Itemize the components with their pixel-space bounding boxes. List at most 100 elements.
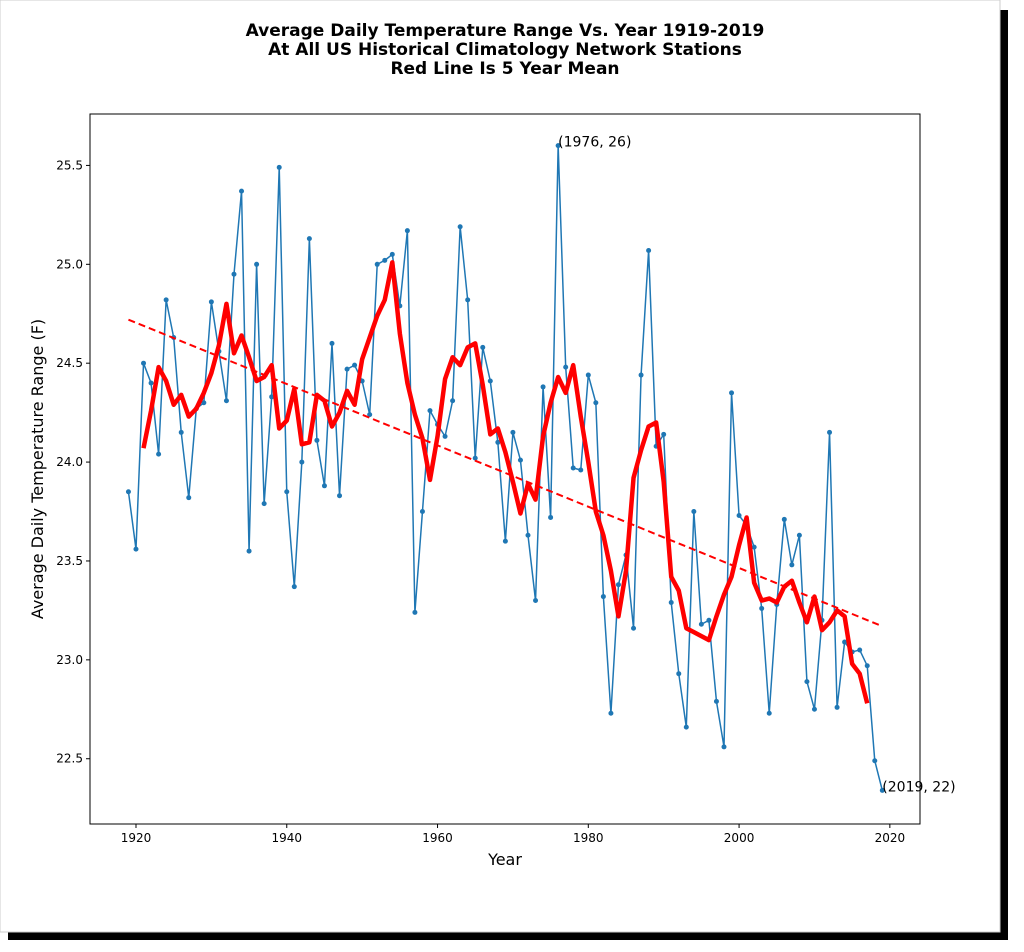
data-point	[525, 532, 531, 538]
data-point	[578, 467, 584, 473]
data-point	[842, 639, 848, 645]
data-point	[367, 412, 373, 418]
data-point	[156, 451, 162, 457]
data-point	[125, 489, 131, 495]
data-point	[827, 429, 833, 435]
data-point	[555, 143, 561, 149]
data-point	[133, 546, 139, 552]
data-point	[254, 261, 260, 267]
data-point	[872, 758, 878, 764]
data-point	[276, 164, 282, 170]
y-tick-label: 23.0	[56, 653, 83, 667]
data-point	[178, 429, 184, 435]
data-point	[683, 724, 689, 730]
data-point	[766, 710, 772, 716]
y-tick-label: 22.5	[56, 752, 83, 766]
data-point	[450, 398, 456, 404]
data-point	[472, 455, 478, 461]
data-point	[638, 372, 644, 378]
data-point	[163, 297, 169, 303]
data-point	[661, 431, 667, 437]
x-tick-label: 1980	[573, 831, 604, 845]
data-point	[563, 364, 569, 370]
data-point	[804, 679, 810, 685]
data-point	[796, 532, 802, 538]
chart-title: Average Daily Temperature Range Vs. Year…	[246, 21, 765, 41]
data-point	[759, 605, 765, 611]
data-point	[495, 439, 501, 445]
data-point	[284, 489, 290, 495]
data-point	[186, 495, 192, 501]
data-point	[337, 493, 343, 499]
x-tick-label: 2000	[724, 831, 755, 845]
data-point	[480, 344, 486, 350]
data-point	[208, 299, 214, 305]
data-point	[646, 247, 652, 253]
y-tick-label: 23.5	[56, 554, 83, 568]
y-tick-label: 25.5	[56, 158, 83, 172]
data-point	[299, 459, 305, 465]
data-point	[352, 362, 358, 368]
data-point	[223, 398, 229, 404]
y-tick-label: 25.0	[56, 257, 83, 271]
data-point	[261, 501, 267, 507]
data-point	[781, 516, 787, 522]
data-point	[615, 582, 621, 588]
data-point	[879, 787, 885, 793]
data-point	[811, 706, 817, 712]
x-axis-label: Year	[487, 850, 522, 869]
data-point	[585, 372, 591, 378]
data-point	[231, 271, 237, 277]
data-point	[201, 400, 207, 406]
plot: Average Daily Temperature Range Vs. Year…	[28, 21, 956, 869]
data-point	[246, 548, 252, 554]
data-point	[382, 257, 388, 263]
data-point	[412, 609, 418, 615]
data-point	[721, 744, 727, 750]
data-point	[291, 584, 297, 590]
data-point	[789, 562, 795, 568]
data-point	[691, 509, 697, 515]
data-point	[548, 514, 554, 520]
data-point	[404, 228, 410, 234]
data-point	[517, 457, 523, 463]
data-point	[736, 512, 742, 518]
data-point	[427, 408, 433, 414]
data-point	[631, 625, 637, 631]
data-point	[148, 380, 154, 386]
y-tick-label: 24.5	[56, 356, 83, 370]
data-point	[502, 538, 508, 544]
data-point	[834, 704, 840, 710]
data-point	[751, 544, 757, 550]
x-tick-label: 1940	[271, 831, 302, 845]
data-point	[698, 621, 704, 627]
data-point	[487, 378, 493, 384]
data-point	[442, 433, 448, 439]
data-point	[419, 509, 425, 515]
data-point	[857, 647, 863, 653]
data-point	[239, 188, 245, 194]
x-tick-label: 2020	[875, 831, 906, 845]
data-point	[540, 384, 546, 390]
data-point	[570, 465, 576, 471]
plot-frame	[89, 113, 921, 825]
chart-title: At All US Historical Climatology Network…	[268, 40, 742, 60]
data-point	[713, 698, 719, 704]
data-point	[141, 360, 147, 366]
data-point	[510, 429, 516, 435]
data-point	[600, 594, 606, 600]
data-point	[374, 261, 380, 267]
chart-title: Red Line Is 5 Year Mean	[390, 59, 619, 79]
x-tick-label: 1920	[121, 831, 152, 845]
data-point	[593, 400, 599, 406]
data-point	[329, 340, 335, 346]
data-point	[608, 710, 614, 716]
data-point	[706, 617, 712, 623]
data-point	[321, 483, 327, 489]
data-point	[457, 224, 463, 230]
data-point	[864, 663, 870, 669]
y-tick-label: 24.0	[56, 455, 83, 469]
data-point	[533, 598, 539, 604]
